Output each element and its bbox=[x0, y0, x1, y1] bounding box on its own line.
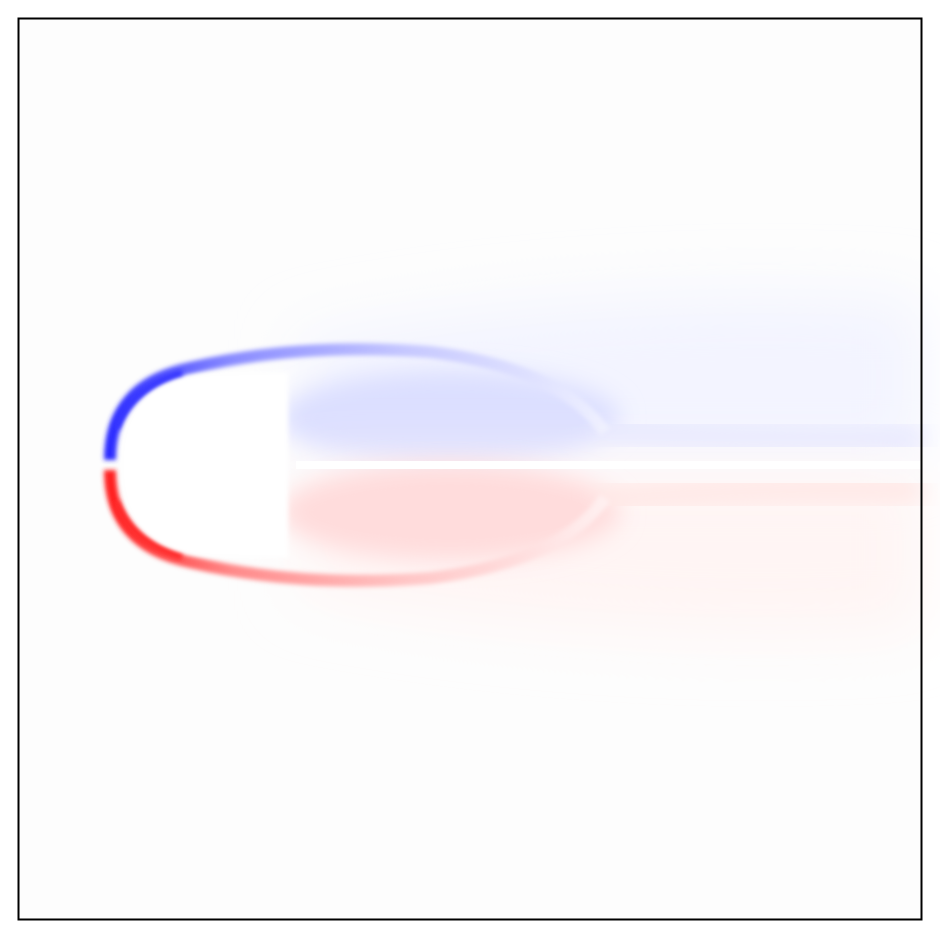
upper-leading-edge bbox=[112, 369, 184, 430]
lower-leading-edge bbox=[112, 500, 184, 561]
lower-trail bbox=[598, 473, 923, 515]
upper-field bbox=[104, 295, 923, 466]
upper-trail bbox=[598, 415, 923, 457]
lower-wake bbox=[280, 464, 620, 560]
plot-frame bbox=[17, 17, 923, 921]
lower-field bbox=[104, 464, 923, 635]
upper-wake bbox=[280, 370, 620, 466]
body-interior bbox=[122, 372, 288, 558]
